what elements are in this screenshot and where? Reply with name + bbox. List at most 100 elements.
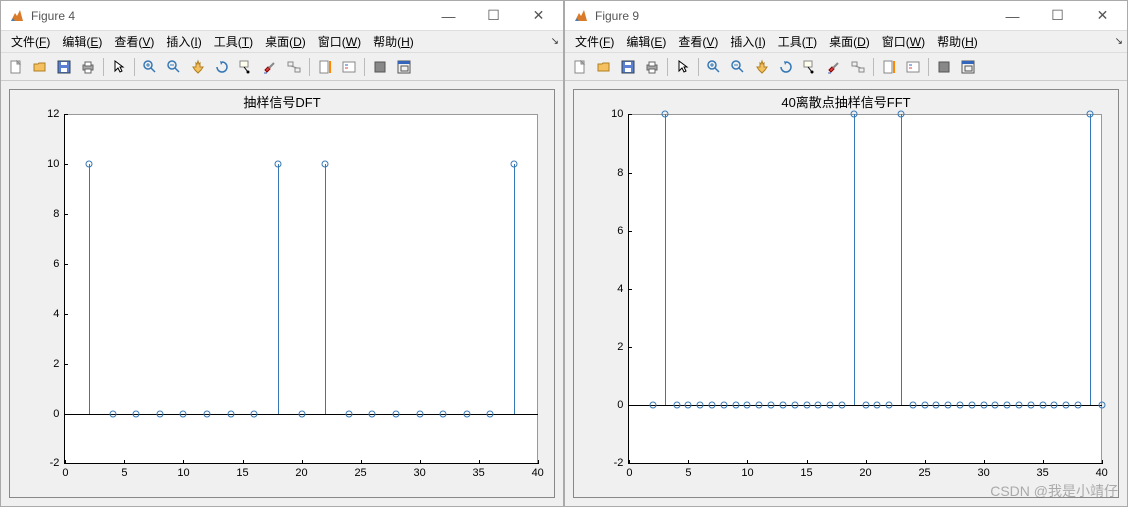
open-icon[interactable] — [593, 56, 615, 78]
zoom-in-icon[interactable] — [703, 56, 725, 78]
close-button[interactable]: ✕ — [516, 2, 561, 30]
zoom-out-icon[interactable] — [727, 56, 749, 78]
rotate-icon[interactable] — [775, 56, 797, 78]
plot-area: 40离散点抽样信号FFT-202468100510152025303540 — [565, 81, 1127, 506]
xtick-label: 20 — [295, 467, 307, 479]
stem-marker — [697, 402, 704, 409]
legend-icon[interactable] — [902, 56, 924, 78]
axes[interactable]: -20246810120510152025303540 — [64, 114, 537, 464]
stem-marker — [156, 410, 163, 417]
brush-icon[interactable] — [823, 56, 845, 78]
stem-marker — [345, 410, 352, 417]
xtick-mark — [538, 460, 539, 464]
maximize-button[interactable]: ☐ — [471, 2, 516, 30]
link-icon[interactable] — [283, 56, 305, 78]
stem-marker — [992, 402, 999, 409]
pan-icon[interactable] — [187, 56, 209, 78]
dock-icon[interactable] — [393, 56, 415, 78]
print-icon[interactable] — [641, 56, 663, 78]
datatip-icon[interactable] — [799, 56, 821, 78]
zoom-out-icon[interactable] — [163, 56, 185, 78]
pan-icon[interactable] — [751, 56, 773, 78]
colorbar-icon[interactable] — [878, 56, 900, 78]
dock-icon[interactable] — [957, 56, 979, 78]
axes[interactable]: -202468100510152025303540 — [628, 114, 1101, 464]
menu-6[interactable]: 窗口(W) — [312, 31, 367, 52]
stem-marker — [768, 402, 775, 409]
menu-0[interactable]: 文件(F) — [569, 31, 620, 52]
stem-marker — [227, 410, 234, 417]
menu-1[interactable]: 编辑(E) — [56, 31, 108, 52]
menu-1[interactable]: 编辑(E) — [620, 31, 672, 52]
ytick-mark — [628, 405, 632, 406]
menu-2[interactable]: 查看(V) — [108, 31, 160, 52]
ytick-mark — [628, 114, 632, 115]
stem-marker — [744, 402, 751, 409]
menu-2[interactable]: 查看(V) — [672, 31, 724, 52]
xtick-label: 20 — [859, 467, 871, 479]
stem-marker — [756, 402, 763, 409]
menu-7[interactable]: 帮助(H) — [367, 31, 420, 52]
ytick-mark — [64, 114, 68, 115]
xtick-mark — [65, 460, 66, 464]
print-icon[interactable] — [77, 56, 99, 78]
menu-7[interactable]: 帮助(H) — [931, 31, 984, 52]
axes-box — [629, 114, 1101, 463]
xtick-label: 40 — [532, 467, 544, 479]
xtick-label: 15 — [236, 467, 248, 479]
menu-4[interactable]: 工具(T) — [772, 31, 823, 52]
maximize-button[interactable]: ☐ — [1035, 2, 1080, 30]
save-icon[interactable] — [53, 56, 75, 78]
xtick-mark — [866, 460, 867, 464]
window-title: Figure 4 — [31, 9, 426, 23]
pointer-icon[interactable] — [672, 56, 694, 78]
xtick-label: 35 — [473, 467, 485, 479]
legend-icon[interactable] — [338, 56, 360, 78]
ytick-label: 0 — [53, 408, 59, 420]
brush-icon[interactable] — [259, 56, 281, 78]
open-icon[interactable] — [29, 56, 51, 78]
toolbar-separator — [134, 58, 135, 76]
stem-marker — [673, 402, 680, 409]
xtick-label: 0 — [62, 467, 68, 479]
datatip-icon[interactable] — [235, 56, 257, 78]
dock-arrow-icon[interactable]: ↘ — [551, 36, 559, 47]
rotate-icon[interactable] — [211, 56, 233, 78]
stem-marker — [487, 410, 494, 417]
stem-marker — [251, 410, 258, 417]
pointer-icon[interactable] — [108, 56, 130, 78]
menu-3[interactable]: 插入(I) — [724, 31, 771, 52]
xtick-mark — [1102, 460, 1103, 464]
menu-6[interactable]: 窗口(W) — [876, 31, 931, 52]
hide-icon[interactable] — [369, 56, 391, 78]
stem-marker — [862, 402, 869, 409]
hide-icon[interactable] — [933, 56, 955, 78]
save-icon[interactable] — [617, 56, 639, 78]
stem-marker — [661, 111, 668, 118]
minimize-button[interactable]: — — [990, 2, 1035, 30]
stem-marker — [1063, 402, 1070, 409]
menu-3[interactable]: 插入(I) — [160, 31, 207, 52]
minimize-button[interactable]: — — [426, 2, 471, 30]
xtick-label: 25 — [354, 467, 366, 479]
stem-marker — [980, 402, 987, 409]
ytick-mark — [64, 314, 68, 315]
new-file-icon[interactable] — [569, 56, 591, 78]
menu-0[interactable]: 文件(F) — [5, 31, 56, 52]
xtick-mark — [183, 460, 184, 464]
ytick-mark — [628, 289, 632, 290]
menu-5[interactable]: 桌面(D) — [823, 31, 876, 52]
menu-5[interactable]: 桌面(D) — [259, 31, 312, 52]
menu-4[interactable]: 工具(T) — [208, 31, 259, 52]
ytick-label: 8 — [53, 208, 59, 220]
new-file-icon[interactable] — [5, 56, 27, 78]
stem-line — [89, 164, 90, 413]
colorbar-icon[interactable] — [314, 56, 336, 78]
dock-arrow-icon[interactable]: ↘ — [1115, 36, 1123, 47]
stem-marker — [779, 402, 786, 409]
link-icon[interactable] — [847, 56, 869, 78]
close-button[interactable]: ✕ — [1080, 2, 1125, 30]
stem-line — [1090, 114, 1091, 405]
xtick-label: 35 — [1037, 467, 1049, 479]
zoom-in-icon[interactable] — [139, 56, 161, 78]
